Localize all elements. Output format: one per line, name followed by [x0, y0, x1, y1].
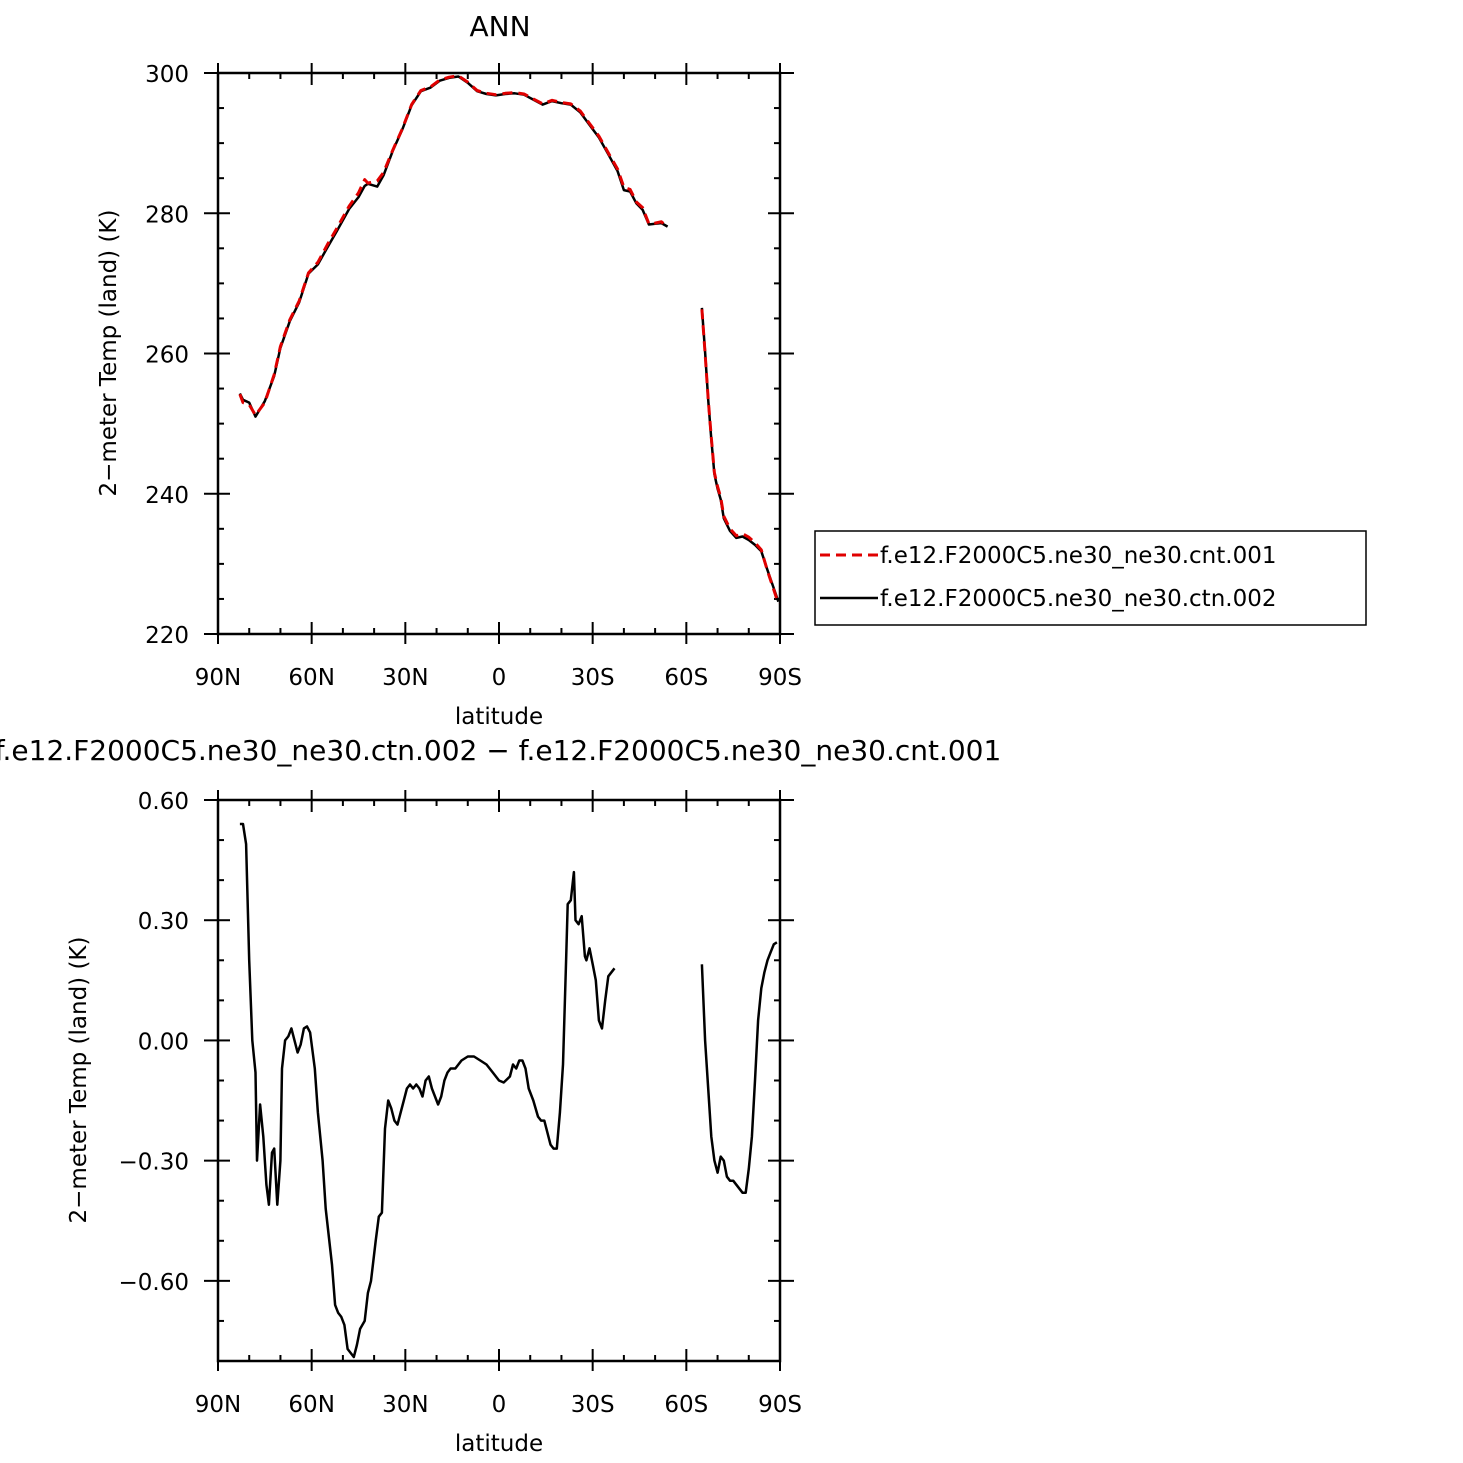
top-y-tick-label: 220	[145, 623, 189, 649]
bottom-axes: 90N 60N 30N 0 30S 60S 90S 0.60 0.30 0.00 −0.30 −0.6…	[119, 789, 802, 1418]
bottom-series-0-line	[239, 822, 616, 1359]
top-chart-title: ANN	[469, 10, 530, 43]
top-series-group	[238, 74, 780, 605]
bottom-y-tick-label: 0.60	[138, 789, 189, 815]
bottom-y-axis-label: 2−meter Temp (land) (K)	[66, 937, 92, 1224]
top-x-tick-label: 90S	[758, 665, 802, 691]
bottom-x-tick-label: 90N	[195, 1392, 241, 1418]
bottom-series-group	[239, 822, 778, 1359]
top-x-tick-label: 30S	[571, 665, 615, 691]
top-y-axis-label: 2−meter Temp (land) (K)	[96, 210, 122, 497]
top-y-tick-label: 260	[145, 343, 189, 369]
top-series-1-line	[238, 75, 669, 418]
top-y-tick-label: 240	[145, 483, 189, 509]
bottom-x-tick-label: 30N	[382, 1392, 428, 1418]
bottom-y-tick-label: −0.60	[119, 1270, 189, 1296]
top-plot-frame	[216, 71, 782, 636]
temperature-panel: ANN 90N 60N 30N 0 30S 60S 90S 220 240 260 280 300 l…	[96, 10, 802, 730]
top-x-tick-label: 60N	[288, 665, 334, 691]
top-y-tick-label: 300	[145, 62, 189, 88]
top-x-tick-label: 0	[492, 665, 507, 691]
bottom-x-tick-label: 90S	[758, 1392, 802, 1418]
top-x-axis-label: latitude	[455, 704, 543, 730]
top-series-0-line	[700, 309, 780, 605]
bottom-y-tick-label: 0.00	[138, 1029, 189, 1055]
bottom-x-tick-label: 0	[492, 1392, 507, 1418]
bottom-y-tick-label: 0.30	[138, 909, 189, 935]
legend: f.e12.F2000C5.ne30_ne30.cnt.001 f.e12.F2…	[814, 530, 1367, 626]
legend-box	[814, 530, 1367, 626]
top-x-tick-label: 90N	[195, 665, 241, 691]
legend-label-cnt: f.e12.F2000C5.ne30_ne30.cnt.001	[880, 543, 1276, 569]
top-x-tick-label: 30N	[382, 665, 428, 691]
top-x-tick-label: 60S	[664, 665, 708, 691]
bottom-y-tick-label: −0.30	[119, 1150, 189, 1176]
bottom-x-tick-label: 60S	[664, 1392, 708, 1418]
bottom-x-tick-label: 60N	[288, 1392, 334, 1418]
bottom-x-axis-label: latitude	[455, 1431, 543, 1457]
difference-panel: f.e12.F2000C5.ne30_ne30.ctn.002 − f.e12.…	[0, 734, 1001, 1457]
bottom-chart-title: f.e12.F2000C5.ne30_ne30.ctn.002 − f.e12.…	[0, 734, 1001, 767]
legend-label-ctn: f.e12.F2000C5.ne30_ne30.ctn.002	[880, 586, 1276, 612]
bottom-x-tick-label: 30S	[571, 1392, 615, 1418]
top-series-0-line	[238, 74, 669, 417]
top-y-tick-label: 280	[145, 202, 189, 228]
bottom-series-0-line	[700, 941, 778, 1194]
top-axes: 90N 60N 30N 0 30S 60S 90S 220 240 260 280 300	[145, 62, 802, 691]
